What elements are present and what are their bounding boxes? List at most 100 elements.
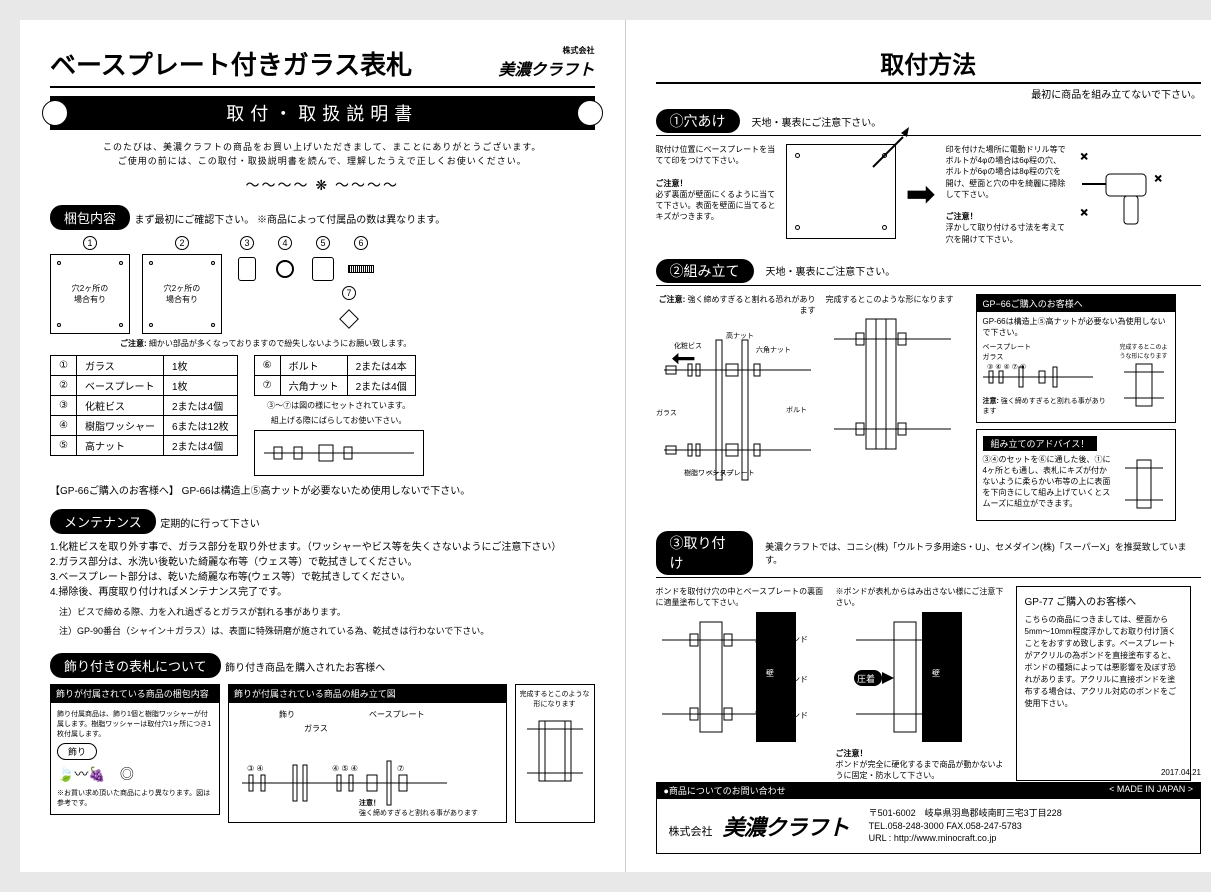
footer: 2017.04.21 ●商品についてのお問い合わせ < MADE IN JAPA… <box>656 782 1202 854</box>
advice-icon <box>1119 454 1169 514</box>
table-cell: ③ <box>51 395 77 415</box>
deco-pill: 飾り付きの表札について <box>50 653 221 678</box>
deco-right-body: 飾り ガラス ベースプレート ③ ④ <box>228 703 507 823</box>
product-title: ベースプレート付きガラス表札 株式会社 美濃クラフト <box>50 45 595 88</box>
deco-left-body: 飾り付属商品は、飾り1個と樹脂ワッシャーが付属します。樹脂ワッシャーは取付穴1ヶ… <box>50 703 220 815</box>
table-cell: ④ <box>51 415 77 435</box>
maint-sub-1: 注）ビスで締める際、力を入れ過ぎるとガラスが割れる事があります。 <box>59 606 595 620</box>
package-heading-row: 梱包内容 まず最初にご確認下さい。 ※商品によって付属品の数は異なります。 <box>50 205 595 230</box>
s3-c: ボンドが完全に硬化するまで商品が動かないように固定・防水して下さい。 <box>836 759 1006 781</box>
maint-sub-2: 注）GP-90番台（シャイン＋ガラス）は、表面に特殊研磨が施されている為、乾拭き… <box>59 625 595 639</box>
bond-lbl-1: ボンド <box>784 635 808 644</box>
s1-c-hd: ご注意！ <box>656 179 688 188</box>
brand-kk: 株式会社 <box>498 45 594 56</box>
gp66-warn: 強く締めすぎると割れる事があります <box>983 398 1106 415</box>
parts-caution-hd: ご注意: <box>120 339 147 348</box>
step3-left: ボンドを取付け穴の中とベースプレートの裏面に適量塗布して下さい。 ボンド ボンド… <box>656 586 826 781</box>
deco-left-box: 飾りが付属されている商品の梱包内容 飾り付属商品は、飾り1個と樹脂ワッシャーが付… <box>50 684 220 823</box>
part-2: 2 穴2ヶ所の 場合有り <box>142 236 222 334</box>
table-cell: 2または4個 <box>347 375 415 395</box>
deco-fin-hd: 完成するとこのような形になります <box>520 689 590 709</box>
advice-text: ③④のセットを⑥に通した後、①に4ヶ所とも通し、表札にキズが付かないように柔らか… <box>983 454 1113 514</box>
gp66-hd: GP−66ご購入のお客様へ <box>977 295 1175 312</box>
step3-note: 美濃クラフトでは、コニシ(株)「ウルトラ多用途S・U」、セメダイン(株)「スーパ… <box>765 540 1201 566</box>
lbl-glass: ガラス <box>656 408 677 417</box>
footer-brand: 株式会社 美濃クラフト <box>669 810 849 842</box>
maint-list: 1.化粧ビスを取り外す事で、ガラス部分を取り外せます。（ワッシャーやビス等を失く… <box>50 540 595 600</box>
deco-grid: 飾りが付属されている商品の梱包内容 飾り付属商品は、飾り1個と樹脂ワッシャーが付… <box>50 684 595 823</box>
s2-c: 強く締めすぎると割れる恐れがあります <box>688 295 816 315</box>
foot-right: < MADE IN JAPAN > <box>1109 784 1193 797</box>
parts-caution: ご注意: 細かい部品が多くなっておりますので紛失しないようにお願い致します。 <box>120 338 595 349</box>
package-note: まず最初にご確認下さい。 ※商品によって付属品の数は異なります。 <box>134 215 445 226</box>
table-cell: ⑦ <box>254 375 280 395</box>
lbl-hex: 六角ナット <box>756 345 791 354</box>
num-7-icon: 7 <box>342 286 356 300</box>
deco-assembly-icon: ③ ④ ④ ⑤ ④ ⑦ <box>237 731 457 801</box>
table-cell: ① <box>51 355 77 375</box>
wall-lbl-1: 壁 <box>766 668 774 678</box>
assembly-preview-icon <box>254 430 424 476</box>
parts-table-left: ①ガラス1枚②ベースプレート1枚③化粧ビス2または4個④樹脂ワッシャー6または1… <box>50 355 238 456</box>
part-1: 1 穴2ヶ所の 場合有り <box>50 236 130 334</box>
s1-c2-hd: ご注意！ <box>946 212 978 221</box>
svg-text:⑦: ⑦ <box>397 764 404 773</box>
advice-hd: 組み立てのアドバイス！ <box>983 436 1098 451</box>
exploded-view-icon: 化粧ビス 高ナット 六角ナット ガラス ベースプレート ボルト 樹脂ワッシャー <box>656 320 816 480</box>
step3-row: ③取り付け 美濃クラフトでは、コニシ(株)「ウルトラ多用途S・U」、セメダイン(… <box>656 531 1202 578</box>
deco-note: 飾り付き商品を購入されたお客様へ <box>225 663 385 674</box>
step1-row: ①穴あけ 天地・裏表にご注意下さい。 <box>656 109 1202 136</box>
s1-c2: 浮かして取り付ける寸法を考えて穴を開けて下さい。 <box>946 222 1066 244</box>
s2-fin-hd: 完成するとこのような形になります <box>826 294 966 305</box>
foot-left: ●商品についてのお問い合わせ <box>664 784 786 797</box>
footer-url: URL : http://www.minocraft.co.jp <box>869 832 1062 845</box>
advice-box: 組み立てのアドバイス！ ③④のセットを⑥に通した後、①に4ヶ所とも通し、表札にキ… <box>976 429 1176 521</box>
deco-badge: 飾り <box>57 743 97 760</box>
base-plate-icon: 穴2ヶ所の 場合有り <box>142 254 222 334</box>
s3-t2: ※ボンドが表札からはみ出さない様にご注意下さい。 <box>836 586 1006 608</box>
gp77-box: GP-77 ご購入のお客様へ こちらの商品につきましては、壁面から5mm〜10m… <box>1016 586 1191 781</box>
parts-visual: 1 穴2ヶ所の 場合有り 2 穴2ヶ所の 場合有り 3 4 5 6 7 <box>50 236 595 334</box>
gp66-lbl-glass: ガラス <box>983 352 1113 362</box>
hexnut-icon <box>339 309 359 329</box>
parts-table-right: ⑥ボルト2または4本⑦六角ナット2または4個 <box>254 355 416 396</box>
parts-tables: ①ガラス1枚②ベースプレート1枚③化粧ビス2または4個④樹脂ワッシャー6または1… <box>50 355 595 476</box>
finished-icon <box>826 309 956 459</box>
deco-left-foot: ※お買い求め頂いた商品により異なります。図は参考です。 <box>57 788 213 808</box>
step2-row: ②組み立て 天地・裏表にご注意下さい。 <box>656 259 1202 286</box>
plate2-text: 穴2ヶ所の 場合有り <box>164 283 200 305</box>
bond-lbl-2: ボンド <box>784 675 808 684</box>
wall-lbl-2: 壁 <box>932 668 940 678</box>
maint-note: 定期的に行って下さい <box>160 519 260 530</box>
s1-c: 必ず裏面が壁面にくるように当てて下さい。表面を壁面に当てるとキズがつきます。 <box>656 189 776 223</box>
footer-address: 〒501-6002 岐阜県羽島郡岐南町三宅3丁目228 TEL.058-248-… <box>869 807 1062 845</box>
lbl-bolt: ボルト <box>786 406 807 414</box>
footer-kk: 株式会社 <box>669 826 713 838</box>
table-cell: 1枚 <box>163 375 237 395</box>
step2-left: ご注意: 強く締めすぎると割れる恐れがあります 化粧ビス 高ナット <box>656 294 816 521</box>
marking-plate-icon <box>786 144 896 239</box>
lbl-bis: 化粧ビス <box>674 341 702 350</box>
table-cell: ボルト <box>280 355 347 375</box>
left-column: ベースプレート付きガラス表札 株式会社 美濃クラフト 取付・取扱説明書 このたび… <box>20 20 626 872</box>
gp66-box: GP−66ご購入のお客様へ GP-66は構造上⑤高ナットが必要ない為使用しないで… <box>976 294 1176 423</box>
s2-c-hd: ご注意: <box>659 295 686 304</box>
deco-lbl-1: 飾り <box>279 709 295 720</box>
svg-text:✕: ✕ <box>1154 174 1162 185</box>
gp66-note: 【GP-66ご購入のお客様へ】 GP-66は構造上⑤高ナットが必要ないため使用し… <box>50 482 595 497</box>
intro-1: このたびは、美濃クラフトの商品をお買い上げいただきまして、まことにありがとうござ… <box>50 140 595 154</box>
maint-item: 4.掃除後、再度取り付ければメンテナンス完了です。 <box>50 585 595 600</box>
table-cell: 樹脂ワッシャー <box>76 415 163 435</box>
table-cell: 2または4個 <box>163 395 237 415</box>
plate1-text: 穴2ヶ所の 場合有り <box>72 283 108 305</box>
deco-warn: 注意！ 強く締めすぎると割れる事があります <box>359 798 478 818</box>
screw-icon <box>238 257 256 281</box>
svg-text:④ ⑤ ④: ④ ⑤ ④ <box>332 764 358 773</box>
right-column: 取付方法 最初に商品を組み立てないで下さい。 ①穴あけ 天地・裏表にご注意下さい… <box>626 20 1211 872</box>
deco-lbl-3: ベースプレート <box>369 709 425 720</box>
install-title-note: 最初に商品を組み立てないで下さい。 <box>656 86 1202 101</box>
deco-right-hd: 飾りが付属されている商品の組み立て図 <box>228 684 507 703</box>
num-4-icon: 4 <box>278 236 292 250</box>
table-cell: 高ナット <box>76 435 163 455</box>
s3-c-hd: ご注意！ <box>836 749 868 758</box>
